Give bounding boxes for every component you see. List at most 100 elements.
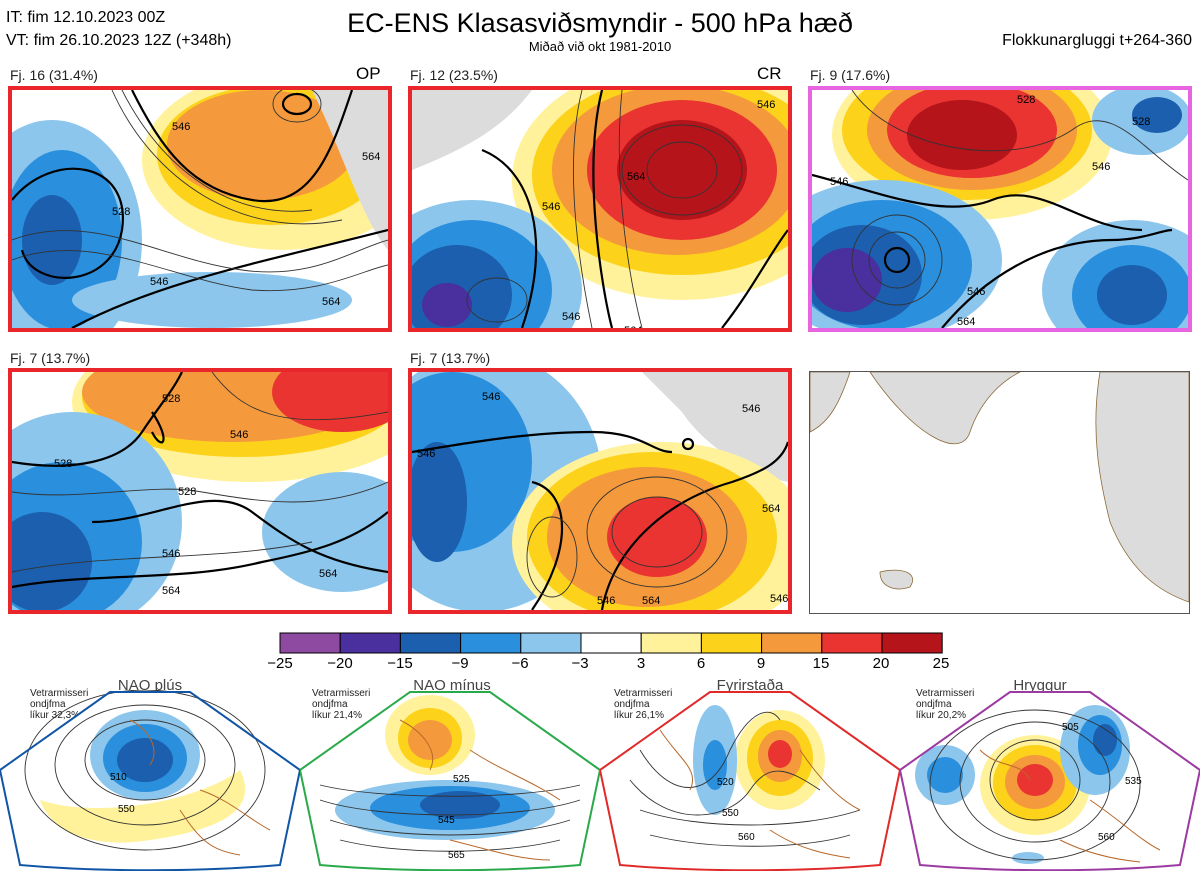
- initial-time: IT: fim 12.10.2023 00Z: [6, 9, 166, 26]
- contour-label: 546: [562, 311, 580, 323]
- regime-season: Vetrarmisseri: [614, 688, 673, 699]
- panel-4-label: Fj. 7 (13.7%): [10, 350, 91, 366]
- panel-2-tag: CR: [757, 64, 782, 83]
- colorbar-cell: [700, 632, 763, 654]
- contour-label: 550: [118, 804, 135, 815]
- colorbar-label: 9: [756, 655, 766, 672]
- contour-label: 510: [110, 772, 127, 783]
- regime-4-name: Hryggur: [1013, 677, 1067, 694]
- regime-2-map: 525 545 565: [300, 691, 600, 871]
- colorbar-label: 3: [636, 655, 646, 672]
- regime-months: ondjfma: [312, 699, 348, 710]
- contour-label: 546: [770, 593, 788, 605]
- contour-label: 546: [417, 448, 435, 460]
- colorbar-label: −3: [571, 655, 589, 672]
- colorbar-cell: [339, 632, 401, 654]
- contour-label: 550: [722, 808, 739, 819]
- contour-label: 546: [230, 429, 248, 441]
- cluster-map-2-graphic: 546 564 546 564 546: [412, 90, 788, 328]
- colorbar-cell: [520, 632, 582, 654]
- colorbar: [279, 632, 943, 654]
- panel-2-label: Fj. 12 (23.5%): [410, 67, 498, 83]
- empty-map-panel: [809, 371, 1190, 614]
- colorbar-label: −15: [387, 655, 413, 672]
- regime-3-map: 520 550 560: [600, 691, 900, 871]
- regime-months: ondjfma: [916, 699, 952, 710]
- regime-probability: líkur 26,1%: [614, 710, 665, 721]
- contour-label: 505: [1062, 722, 1079, 733]
- regime-2-name: NAO mínus: [413, 677, 491, 694]
- regime-season: Vetrarmisseri: [30, 688, 89, 699]
- cluster-map-3[interactable]: 546 528 546 546 564 528: [808, 86, 1192, 332]
- contour-label: 546: [1092, 161, 1110, 173]
- cluster-map-4[interactable]: 528 546 528 528 546 564 564: [8, 368, 392, 614]
- regime-4-map: 505 535 560: [900, 691, 1200, 871]
- contour-label: 564: [627, 171, 645, 183]
- cluster-map-1[interactable]: 546 564 528 546 564: [8, 86, 392, 332]
- colorbar-label: 25: [932, 655, 950, 672]
- regime-2-info: Vetrarmisseri ondjfma líkur 21,4%: [312, 688, 370, 721]
- regime-3-name: Fyrirstaða: [716, 677, 784, 694]
- contour-label: 546: [162, 548, 180, 560]
- contour-label: 528: [1132, 116, 1150, 128]
- colorbar-cell: [279, 632, 341, 654]
- cluster-map-3-graphic: 546 528 546 546 564 528: [812, 90, 1188, 328]
- contour-label: 535: [1125, 776, 1142, 787]
- contour-label: 546: [757, 99, 775, 111]
- cluster-map-5[interactable]: 546 546 546 564 546 564 546: [408, 368, 792, 614]
- contour-label: 525: [453, 774, 470, 785]
- cluster-map-5-graphic: 546 546 546 564 546 564 546: [412, 372, 788, 610]
- contour-label: 546: [172, 121, 190, 133]
- contour-label: 528: [112, 206, 130, 218]
- empty-map-graphic: [810, 372, 1189, 613]
- contour-label: 546: [597, 595, 615, 607]
- colorbar-label: 15: [812, 655, 830, 672]
- page-title: EC-ENS Klasasviðsmyndir - 500 hPa hæð: [347, 8, 853, 38]
- contour-label: 528: [54, 458, 72, 470]
- colorbar-cell: [881, 632, 943, 654]
- contour-label: 546: [742, 403, 760, 415]
- valid-time: VT: fim 26.10.2023 12Z (+348h): [6, 32, 232, 49]
- cluster-map-2[interactable]: 546 564 546 564 546: [408, 86, 792, 332]
- colorbar-cell: [399, 632, 462, 654]
- contour-label: 546: [482, 391, 500, 403]
- contour-label: 564: [162, 585, 180, 597]
- panel-1-label: Fj. 16 (31.4%): [10, 67, 98, 83]
- colorbar-label: −9: [451, 655, 469, 672]
- regime-1-name: NAO plús: [117, 677, 183, 694]
- regime-4-info: Vetrarmisseri ondjfma líkur 20,2%: [916, 688, 974, 721]
- colorbar-cell: [821, 632, 883, 654]
- contour-label: 546: [542, 201, 560, 213]
- contour-label: 528: [162, 393, 180, 405]
- contour-label: 565: [448, 850, 465, 861]
- contour-label: 528: [1017, 94, 1035, 106]
- regime-3-info: Vetrarmisseri ondjfma líkur 26,1%: [614, 688, 672, 721]
- regime-probability: líkur 21,4%: [312, 710, 363, 721]
- classification-window: Flokkunargluggi t+264-360: [1002, 32, 1192, 49]
- panel-5-label: Fj. 7 (13.7%): [410, 350, 491, 366]
- contour-label: 564: [362, 151, 380, 163]
- colorbar-cell: [640, 632, 702, 654]
- regime-1-info: Vetrarmisseri ondjfma líkur 32,3%: [30, 688, 88, 721]
- colorbar-label: 20: [872, 655, 890, 672]
- contour-label: 545: [438, 815, 455, 826]
- regime-season: Vetrarmisseri: [312, 688, 371, 699]
- regime-probability: líkur 32,3%: [30, 710, 81, 721]
- colorbar-label: −25: [267, 655, 293, 672]
- regime-months: ondjfma: [30, 699, 66, 710]
- panel-3-label: Fj. 9 (17.6%): [810, 67, 891, 83]
- contour-label: 520: [717, 777, 734, 788]
- page-subtitle: Miðað við okt 1981-2010: [528, 39, 672, 54]
- colorbar-label: 6: [696, 655, 706, 672]
- contour-label: 564: [957, 316, 975, 328]
- contour-label: 560: [1098, 832, 1115, 843]
- colorbar-cell: [460, 632, 522, 654]
- contour-label: 528: [178, 486, 196, 498]
- contour-label: 546: [967, 286, 985, 298]
- cluster-map-4-graphic: 528 546 528 528 546 564 564: [12, 372, 388, 610]
- contour-label: 564: [319, 568, 337, 580]
- contour-label: 564: [642, 595, 660, 607]
- regime-1-map: 510 550: [0, 690, 300, 871]
- regime-months: ondjfma: [614, 699, 650, 710]
- regime-season: Vetrarmisseri: [916, 688, 975, 699]
